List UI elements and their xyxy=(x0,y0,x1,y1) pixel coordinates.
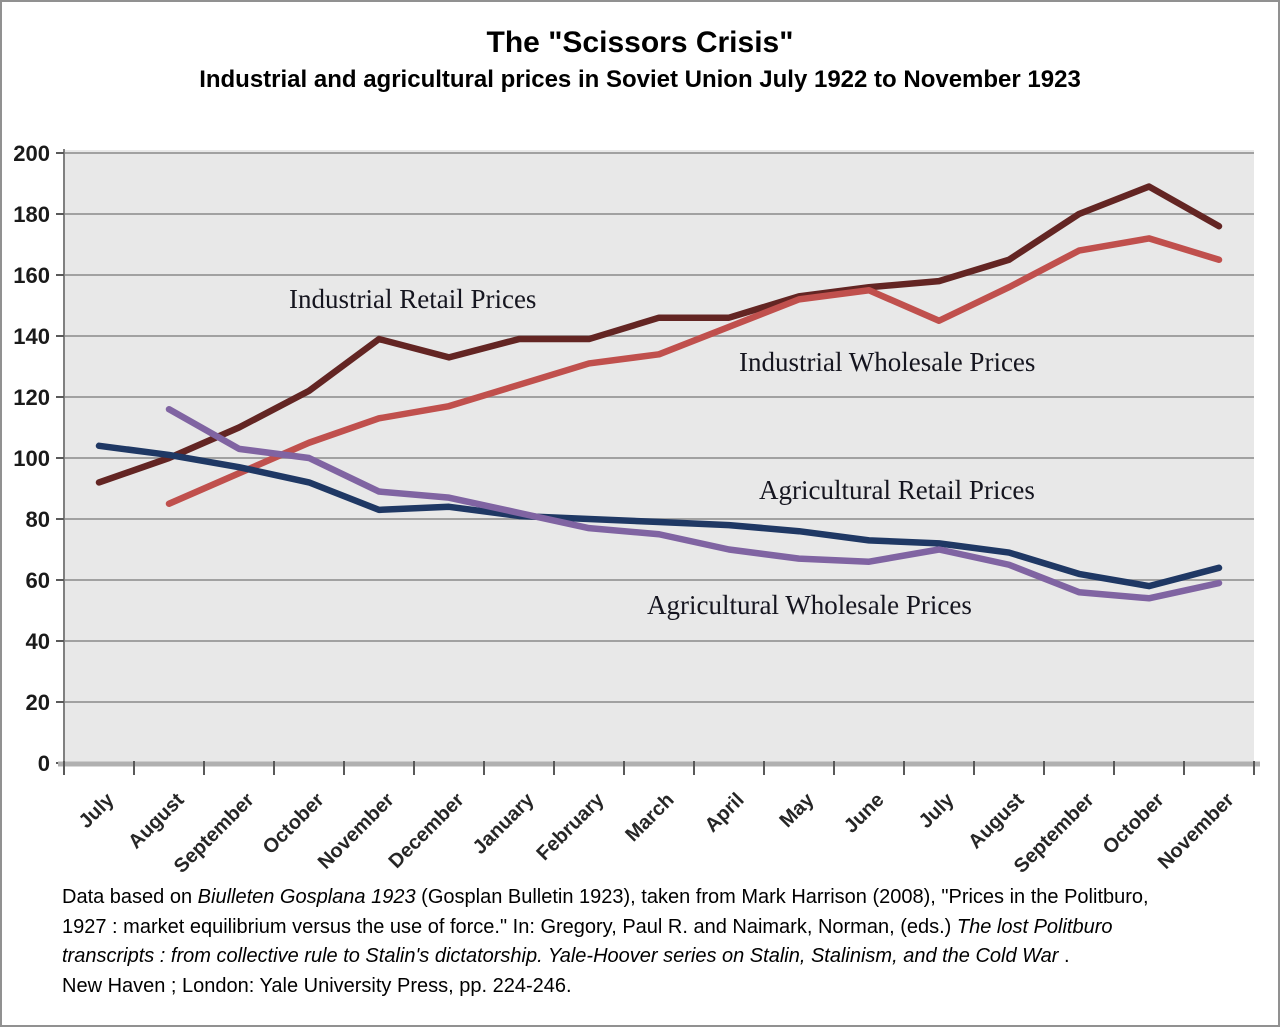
x-category-label: October xyxy=(259,789,329,859)
y-tick-label: 160 xyxy=(13,263,50,288)
caption-text: New Haven ; London: Yale University Pres… xyxy=(62,974,572,997)
x-category-label: June xyxy=(840,789,889,838)
series-line-agricultural-retail-prices xyxy=(95,442,1223,590)
x-category-label: March xyxy=(621,789,678,846)
y-tick-label: 80 xyxy=(26,507,50,532)
y-tick-label: 20 xyxy=(26,690,50,715)
caption-line: transcripts : from collective rule to St… xyxy=(62,942,1212,972)
y-tick-label: 140 xyxy=(13,324,50,349)
caption-italic-text: transcripts : from collective rule to St… xyxy=(62,945,1059,967)
x-category-label: October xyxy=(1099,789,1169,859)
x-category-label: July xyxy=(75,788,119,832)
chart-subtitle: Industrial and agricultural prices in So… xyxy=(199,66,1081,93)
y-tick-label: 120 xyxy=(13,385,50,410)
series-line-industrial-retail-prices xyxy=(95,183,1223,486)
series-line-agricultural-wholesale-prices xyxy=(165,405,1223,602)
caption-line: New Haven ; London: Yale University Pres… xyxy=(62,972,1212,1002)
caption-text: Data based on xyxy=(62,886,198,908)
series-label: Industrial Wholesale Prices xyxy=(739,347,1035,377)
series-label: Industrial Retail Prices xyxy=(289,284,536,314)
x-category-label: December xyxy=(385,789,469,873)
y-tick-label: 200 xyxy=(13,141,50,166)
x-category-label: August xyxy=(124,789,189,854)
y-tick-label: 60 xyxy=(26,568,50,593)
x-category-label: May xyxy=(775,788,819,832)
x-category-label: November xyxy=(1154,789,1239,874)
x-category-label: July xyxy=(915,788,959,832)
y-tick-label: 180 xyxy=(13,202,50,227)
series-label: Agricultural Retail Prices xyxy=(759,475,1035,505)
caption-line: Data based on Biulleten Gosplana 1923 (G… xyxy=(62,883,1212,913)
y-tick-label: 100 xyxy=(13,446,50,471)
caption-italic-text: The lost Politburo xyxy=(956,915,1113,938)
caption-line: 1927 : market equilibrium versus the use… xyxy=(62,913,1212,943)
x-category-label: January xyxy=(469,788,539,858)
caption-text: 1927 : market equilibrium versus the use… xyxy=(62,915,957,938)
x-category-label: August xyxy=(964,789,1028,854)
series-line-industrial-wholesale-prices xyxy=(165,235,1223,507)
x-category-label: February xyxy=(532,788,609,865)
caption-text: . xyxy=(1058,945,1070,967)
chart-title: The "Scissors Crisis" xyxy=(486,26,794,59)
source-caption: Data based on Biulleten Gosplana 1923 (G… xyxy=(62,883,1212,1001)
x-category-label: November xyxy=(314,789,399,874)
x-category-label: April xyxy=(701,789,749,837)
caption-text: (Gosplan Bulletin 1923), taken from Mark… xyxy=(415,886,1149,908)
y-tick-label: 0 xyxy=(38,751,50,776)
y-tick-label: 40 xyxy=(26,629,50,654)
series-label: Agricultural Wholesale Prices xyxy=(647,590,972,620)
caption-italic-text: Biulleten Gosplana 1923 xyxy=(197,886,416,908)
plot-area xyxy=(64,150,1254,763)
